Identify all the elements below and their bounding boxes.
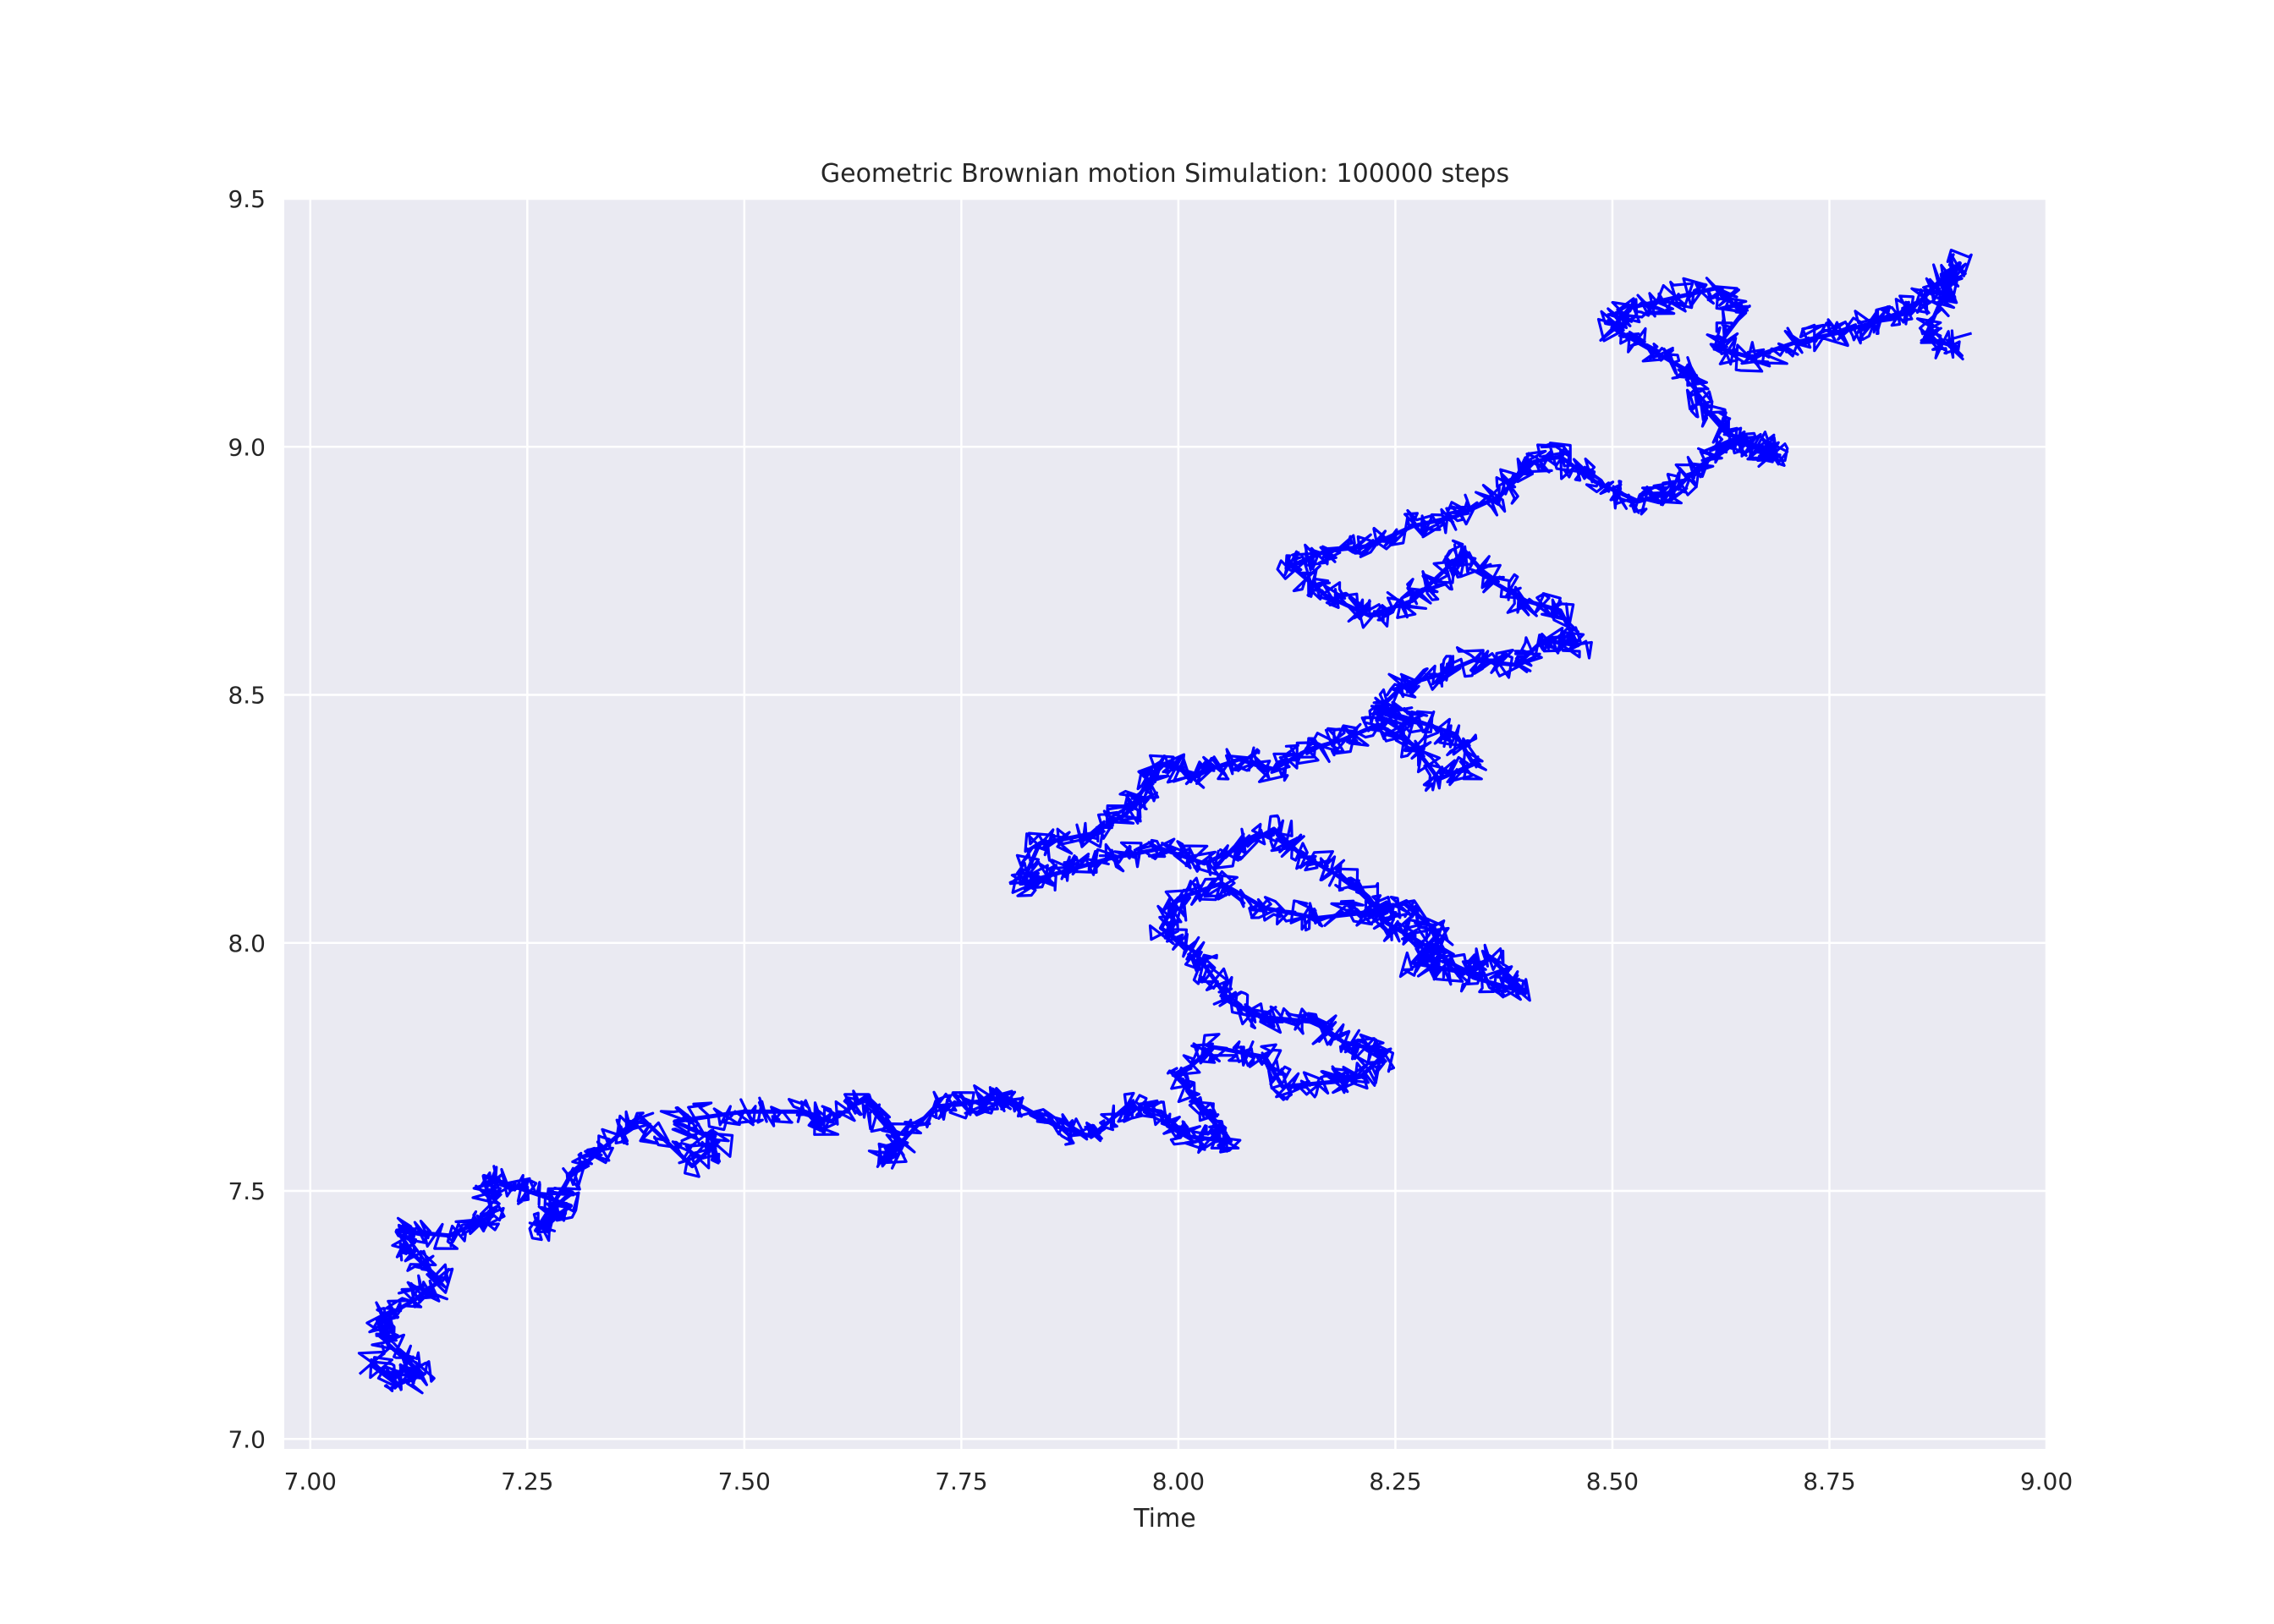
x-tick-label: 7.75 xyxy=(935,1468,987,1495)
series-line xyxy=(357,249,1973,1395)
x-tick-label: 7.25 xyxy=(501,1468,553,1495)
x-tick-label: 9.00 xyxy=(2020,1468,2073,1495)
y-tick-label: 7.0 xyxy=(228,1425,266,1453)
x-tick-label: 8.75 xyxy=(1803,1468,1855,1495)
chart-title: Geometric Brownian motion Simulation: 10… xyxy=(821,159,1509,189)
y-tick-label: 8.0 xyxy=(228,930,266,957)
series-layer xyxy=(357,249,1973,1395)
y-tick-label: 9.5 xyxy=(228,185,266,213)
plot-area xyxy=(284,199,2046,1449)
x-tick-label: 8.50 xyxy=(1586,1468,1639,1495)
x-tick-label: 7.00 xyxy=(284,1468,337,1495)
x-tick-label: 8.25 xyxy=(1369,1468,1421,1495)
series-core-line xyxy=(370,261,1962,1387)
y-tick-label: 9.0 xyxy=(228,433,266,461)
tick-labels: 7.00 7.25 7.50 7.75 8.00 8.25 8.50 8.75 9.00 7.0 7… xyxy=(228,185,2073,1495)
y-tick-label: 7.5 xyxy=(228,1177,266,1205)
grid-lines xyxy=(284,197,2048,1449)
y-tick-label: 8.5 xyxy=(228,682,266,710)
x-tick-label: 7.50 xyxy=(718,1468,771,1495)
x-tick-label: 8.00 xyxy=(1152,1468,1205,1495)
x-axis-label: Time xyxy=(1133,1504,1195,1533)
